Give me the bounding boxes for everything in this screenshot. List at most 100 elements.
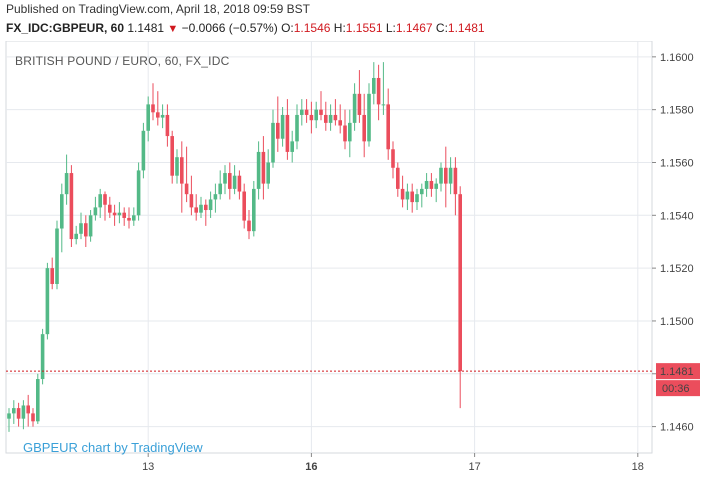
close-value: 1.1481 — [447, 21, 485, 35]
candle — [204, 199, 208, 226]
candle — [199, 196, 203, 218]
candle-body — [151, 104, 155, 113]
symbol-header: FX_IDC:GBPEUR, 60 1.1481 ▼ −0.0066 (−0.5… — [6, 21, 485, 35]
candle — [98, 188, 102, 218]
candle-body — [276, 122, 280, 139]
candle-body — [108, 204, 112, 213]
candle — [84, 215, 88, 247]
candle — [7, 408, 11, 432]
candle-body — [285, 114, 290, 152]
candle-body — [127, 217, 131, 221]
candle — [12, 400, 16, 424]
candle-body — [343, 125, 347, 142]
candle — [88, 210, 93, 242]
time-tick-label: 17 — [468, 461, 480, 473]
candle-body — [60, 194, 64, 229]
candle-body — [324, 114, 328, 123]
candle-body — [218, 183, 222, 195]
candle-body — [98, 194, 102, 208]
candle — [434, 178, 438, 203]
candle-body — [26, 405, 30, 414]
candle — [50, 257, 54, 290]
countdown-label: 00:36 — [662, 383, 690, 395]
candle-body — [304, 109, 309, 115]
candle — [343, 109, 347, 150]
candle — [45, 262, 50, 340]
candle — [151, 83, 155, 121]
candle — [271, 109, 275, 168]
candle-body — [31, 413, 35, 422]
candle-body — [223, 173, 227, 184]
candle — [242, 183, 246, 229]
candle-body — [362, 114, 366, 142]
candle — [290, 130, 294, 163]
candle — [396, 162, 400, 197]
candle — [304, 99, 309, 123]
time-axis[interactable]: 13 16 17 18 — [142, 453, 644, 473]
candle-body — [367, 93, 371, 142]
candle-body — [40, 334, 45, 380]
candle — [74, 225, 78, 245]
candle — [108, 196, 112, 218]
candle-body — [434, 183, 438, 189]
symbol-name: FX_IDC:GBPEUR, 60 — [6, 21, 125, 35]
candle — [300, 99, 304, 126]
candle-body — [45, 268, 50, 335]
candle-body — [439, 167, 443, 184]
price-tick-label: 1.1580 — [660, 105, 694, 117]
countdown-tag — [656, 380, 700, 397]
candle — [170, 130, 174, 184]
price-tick-label: 1.1540 — [660, 210, 694, 222]
candle-body — [204, 204, 208, 211]
open-value: 1.1546 — [293, 21, 331, 35]
candle — [160, 104, 165, 129]
candle — [324, 101, 328, 131]
candle — [194, 194, 198, 221]
candle-body — [160, 114, 165, 118]
candle-body — [93, 207, 98, 216]
candle-body — [448, 167, 453, 184]
candle — [309, 101, 314, 134]
candle — [448, 157, 453, 195]
candle — [362, 93, 366, 158]
candle — [21, 400, 26, 430]
candle — [117, 202, 122, 224]
candle — [376, 64, 381, 121]
candle — [280, 107, 285, 147]
candle-body — [405, 191, 410, 200]
candle — [93, 196, 98, 221]
price-axis[interactable]: 1.1600 1.1580 1.1560 1.1540 1.1520 1.1500 1.14… — [652, 52, 694, 434]
candle — [458, 186, 462, 409]
candle-body — [256, 151, 261, 189]
candle — [439, 162, 443, 192]
candle-body — [391, 149, 395, 168]
candle-body — [333, 114, 338, 121]
candle — [208, 191, 213, 218]
candle — [338, 104, 342, 134]
time-tick-label: 13 — [142, 461, 154, 473]
candlestick-chart[interactable]: BRITISH POUND / EURO, 60, FX_IDC GBPEUR … — [0, 41, 703, 494]
candle — [367, 83, 371, 147]
candle-body — [84, 223, 88, 237]
candle — [261, 136, 266, 200]
candle — [213, 183, 218, 213]
candle — [165, 104, 170, 147]
candle-body — [64, 173, 69, 195]
candle — [247, 210, 251, 240]
candle-body — [415, 194, 419, 203]
chart-title: BRITISH POUND / EURO, 60, FX_IDC — [15, 54, 230, 68]
price-tick-label: 1.1500 — [660, 316, 694, 328]
last-price-tag — [656, 363, 700, 380]
candle — [381, 62, 386, 115]
plot-area[interactable] — [5, 41, 653, 454]
candle — [319, 91, 323, 121]
high-value: 1.1551 — [345, 21, 383, 35]
candle — [429, 173, 434, 197]
candle — [175, 149, 179, 184]
candle-body — [309, 114, 314, 121]
candle-body — [112, 212, 117, 216]
candle-body — [122, 212, 126, 218]
candle-body — [280, 114, 285, 139]
candle — [132, 207, 136, 226]
candle-body — [237, 175, 242, 192]
